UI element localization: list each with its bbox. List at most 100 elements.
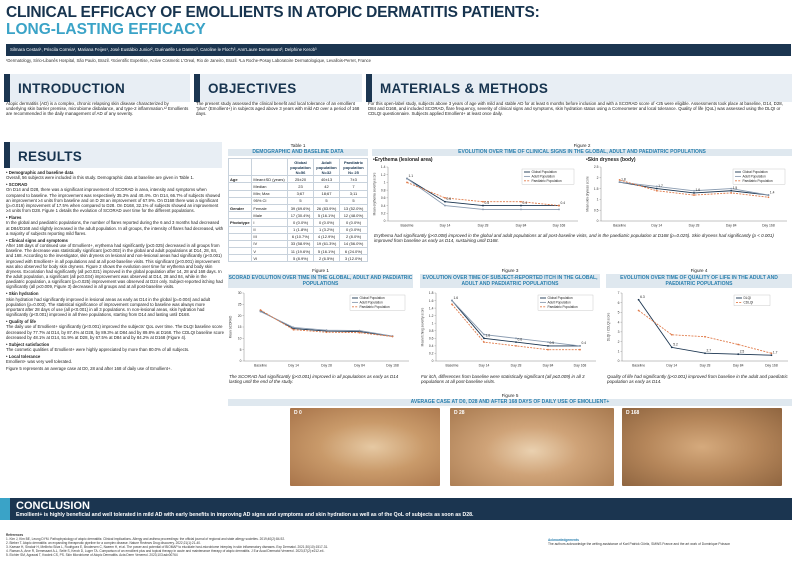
x-tick-label: Day 28 — [321, 364, 332, 368]
table-cell: 7±3 — [339, 175, 368, 184]
x-tick-label: Day 168 — [553, 224, 566, 228]
conclusion-text: Emollient+ is highly beneficial and well… — [16, 512, 474, 518]
data-point — [730, 189, 733, 192]
objectives-header: OBJECTIVES — [194, 74, 362, 102]
legend-entry: DLQI — [744, 296, 752, 300]
data-point — [670, 333, 673, 336]
x-tick-label: Day 14 — [440, 224, 451, 228]
table-cell: 4 (12.9%) — [313, 232, 340, 241]
y-tick-label: 1 — [597, 198, 599, 202]
demographic-table-wrap: Global population N=56 Adult population … — [227, 157, 368, 263]
table-row: IV 33 (58.9%) 19 (61.3%) 14 (56.0%) — [227, 239, 368, 249]
x-tick-label: Day 84 — [516, 224, 527, 228]
legend-entry: Global Population — [532, 170, 557, 174]
y-tick-label: 1.2 — [381, 173, 386, 177]
x-tick-label: Day 168 — [765, 364, 778, 368]
results-flares-head: • Flares — [6, 215, 22, 221]
scorad-chart: 0 5 10 15 20 25 30 Mean SCORAD Baseline Day 14 Day… — [229, 291, 409, 368]
y-tick-label: 30 — [238, 291, 242, 295]
table-cell — [227, 232, 253, 241]
y-tick-label: 0.8 — [429, 329, 434, 333]
results-satisfaction-head: • Subject satisfaction — [6, 341, 50, 347]
legend-entry: Global Population — [360, 296, 385, 300]
figure3-band: EVOLUTION OVER TIME OF SUBJECT-REPORTED … — [420, 274, 600, 288]
table-cell — [227, 196, 253, 205]
legend-box — [349, 294, 406, 311]
reference-item: 3. Kaesse H, Sinclair H, Mellinho Silva … — [6, 545, 329, 549]
itch-chart: 0 0.2 0.4 0.6 0.8 1 1.2 1.4 1.6 1.8 Mean itching s… — [421, 291, 596, 368]
data-point — [515, 341, 517, 344]
y-tick-label: 0 — [597, 219, 599, 223]
conclusion-box: CONCLUSION Emollient+ is highly benefici… — [0, 498, 792, 520]
results-header: RESULTS — [4, 142, 222, 168]
data-point — [325, 331, 328, 334]
data-point — [670, 346, 673, 349]
data-point — [515, 337, 517, 340]
figure1-caption: The SCORAD had significantly (p<0.001) i… — [229, 374, 399, 385]
data-label: 0.4 — [561, 201, 566, 205]
data-label: 1.5 — [733, 186, 738, 190]
legend-entry: Paediatric Population — [360, 305, 390, 309]
data-point — [451, 303, 453, 306]
data-point — [558, 204, 560, 207]
table-cell: 12 (48.0%) — [339, 211, 368, 220]
data-point — [655, 185, 658, 188]
data-point — [391, 335, 394, 338]
table-row: Median 23 42 7 — [227, 182, 368, 191]
y-tick-label: 0.4 — [429, 344, 434, 348]
table-cell: 11 (19.6%) — [287, 247, 314, 256]
table-cell: VI — [251, 254, 288, 263]
table-row: VI 5 (8.9%) 2 (6.5%) 3 (12.0%) — [227, 254, 368, 263]
y-tick-label: 0 — [432, 359, 434, 363]
y-tick-label: 0 — [384, 219, 386, 223]
affiliations: ¹Dermatology, Sírio-Libanês Hospital, Sã… — [6, 58, 371, 63]
intro-text: Atopic dermatitis (AD) is a complex, chr… — [6, 101, 189, 117]
methods-text: For this open-label study, subjects abov… — [368, 101, 783, 117]
legend-box — [733, 294, 771, 306]
data-label: 1.7 — [658, 184, 663, 188]
methods-header: MATERIALS & METHODS — [366, 74, 792, 102]
table-cell: IV — [251, 239, 288, 249]
data-point — [770, 352, 773, 355]
results-satisfaction-text: The cosmetic qualities of Emollient+ wer… — [6, 347, 190, 352]
table-cell: 3;67 — [287, 189, 314, 198]
series-line-dlqi — [638, 299, 772, 356]
table-cell: Female — [251, 203, 288, 213]
data-label: 0.4 — [523, 201, 528, 205]
data-label: 1.6 — [696, 188, 701, 192]
x-tick-label: Day 28 — [700, 364, 711, 368]
legend-entry: Adult Population — [743, 175, 766, 179]
data-point — [444, 200, 446, 203]
y-tick-label: 0.6 — [381, 196, 386, 200]
data-point — [655, 187, 658, 190]
x-tick-label: Day 14 — [666, 364, 677, 368]
table-row: Age Mean±SD (years) 25±20 40±13 7±3 — [227, 175, 368, 184]
data-point — [547, 348, 549, 351]
reference-item: 4. Raman A, Arve R, Demessant A-L, Seité… — [6, 549, 325, 553]
intro-header: INTRODUCTION — [4, 74, 190, 102]
table-header-cell — [227, 157, 253, 177]
x-tick-label: Day 14 — [479, 364, 490, 368]
photo-d168-label: D 168 — [626, 410, 640, 416]
data-point — [579, 348, 581, 351]
table-cell: V — [251, 247, 288, 256]
series-line-paediatric-population — [619, 179, 769, 198]
table-header-cell: Global population N=56 — [287, 157, 314, 177]
y-tick-label: 0.2 — [381, 211, 386, 215]
table-cell: 95% CI — [251, 196, 288, 205]
table-cell — [227, 225, 253, 234]
table-cell — [227, 189, 253, 198]
table-cell: 26 (83.9%) — [313, 203, 340, 213]
legend-entry: CDLQI — [744, 301, 754, 305]
results-fig5-text: Figure 5 represents an average case at D… — [6, 366, 172, 372]
table-row: Gender Female 39 (69.6%) 26 (83.9%) 13 (52.0… — [227, 203, 368, 213]
data-point — [693, 194, 695, 196]
data-label: 1.1 — [409, 174, 414, 178]
y-axis-label: Mean skin dryness score — [586, 176, 590, 211]
data-point — [767, 196, 770, 199]
data-label: 1.7 — [773, 350, 778, 354]
y-tick-label: 0.4 — [381, 204, 386, 208]
table-cell: 5 (16.1%) — [313, 211, 340, 220]
table-cell: 5 — [339, 196, 368, 205]
table-cell: 1 (1.8%) — [287, 225, 314, 234]
